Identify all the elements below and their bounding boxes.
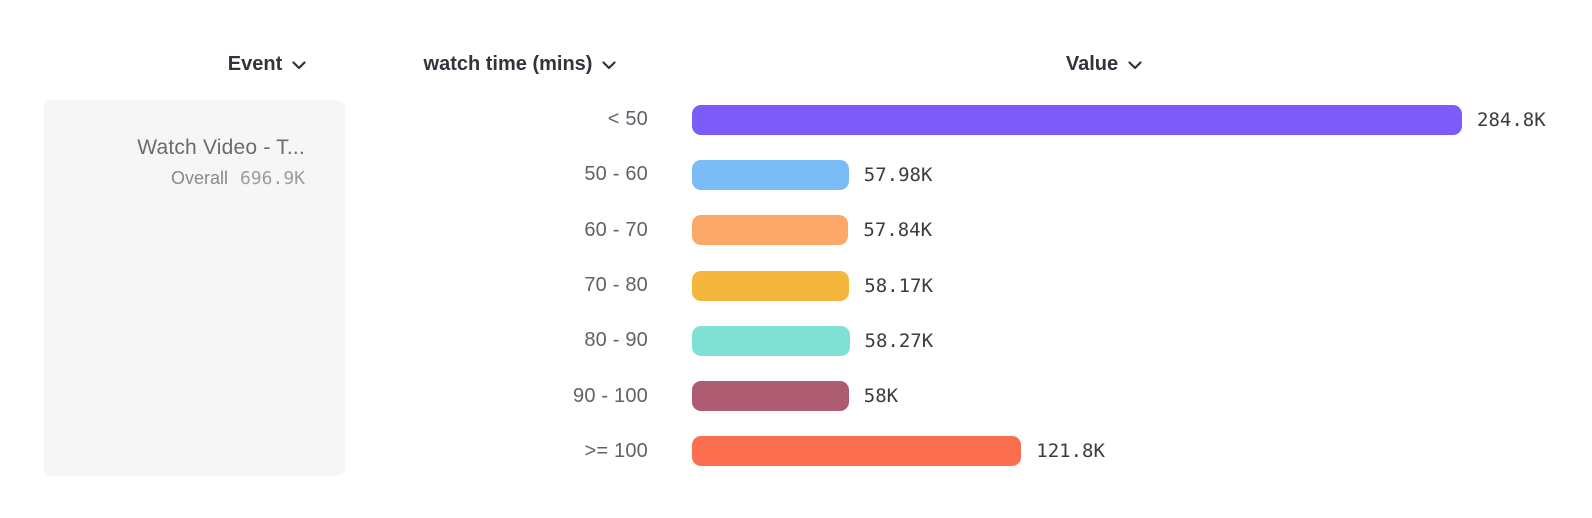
bar-chart: < 50 284.8K 50 - 60 57.98K 60 - 70 57.84K 70 -…: [0, 92, 1592, 479]
bar-value-label: 58K: [863, 385, 899, 408]
bar-segment[interactable]: [692, 215, 849, 246]
column-header-value[interactable]: Value: [1004, 48, 1204, 80]
chevron-down-icon: [1128, 61, 1142, 70]
event-card[interactable]: Watch Video - T... Overall 696.9K: [44, 100, 345, 476]
bar-row: 50 - 60 57.98K: [0, 147, 1592, 202]
bucket-label: >= 100: [584, 439, 648, 462]
bar-segment[interactable]: [692, 270, 850, 301]
bar-value-label: 121.8K: [1036, 440, 1105, 463]
bar-segment[interactable]: [692, 325, 850, 356]
bar-segment[interactable]: [692, 381, 849, 412]
bucket-label: 70 - 80: [584, 274, 648, 297]
bar-row: >= 100 121.8K: [0, 424, 1592, 479]
column-header-value-label: Value: [1065, 52, 1119, 75]
bucket-label: 90 - 100: [573, 384, 648, 407]
event-title: Watch Video - T...: [137, 136, 305, 159]
bar-segment[interactable]: [692, 436, 1022, 467]
bucket-label: 60 - 70: [584, 218, 648, 241]
bucket-label: < 50: [607, 108, 648, 131]
bar-row: 90 - 100 58K: [0, 368, 1592, 423]
overall-label: Overall: [170, 168, 228, 188]
column-header-event[interactable]: Event: [167, 48, 367, 80]
column-header-breakdown-label: watch time (mins): [423, 52, 593, 75]
bar-row: 80 - 90 58.27K: [0, 313, 1592, 368]
bar-row: 70 - 80 58.17K: [0, 258, 1592, 313]
event-overall-row: Overall 696.9K: [44, 168, 305, 189]
column-header-breakdown[interactable]: watch time (mins): [398, 48, 642, 80]
bar-value-label: 58.27K: [864, 329, 934, 352]
bar-value-label: 58.17K: [864, 274, 933, 297]
overall-value: 696.9K: [239, 168, 305, 189]
bar-value-label: 57.98K: [863, 163, 933, 186]
column-header-event-label: Event: [227, 52, 283, 75]
bar-segment[interactable]: [692, 159, 849, 190]
bar-value-label: 57.84K: [863, 219, 933, 242]
bar-segment[interactable]: [692, 104, 1462, 135]
bar-value-label: 284.8K: [1477, 108, 1546, 131]
bucket-label: 50 - 60: [584, 163, 648, 186]
bar-row: < 50 284.8K: [0, 92, 1592, 147]
bucket-label: 80 - 90: [584, 329, 648, 352]
bar-row: 60 - 70 57.84K: [0, 203, 1592, 258]
chevron-down-icon: [602, 61, 617, 70]
chevron-down-icon: [292, 61, 306, 70]
